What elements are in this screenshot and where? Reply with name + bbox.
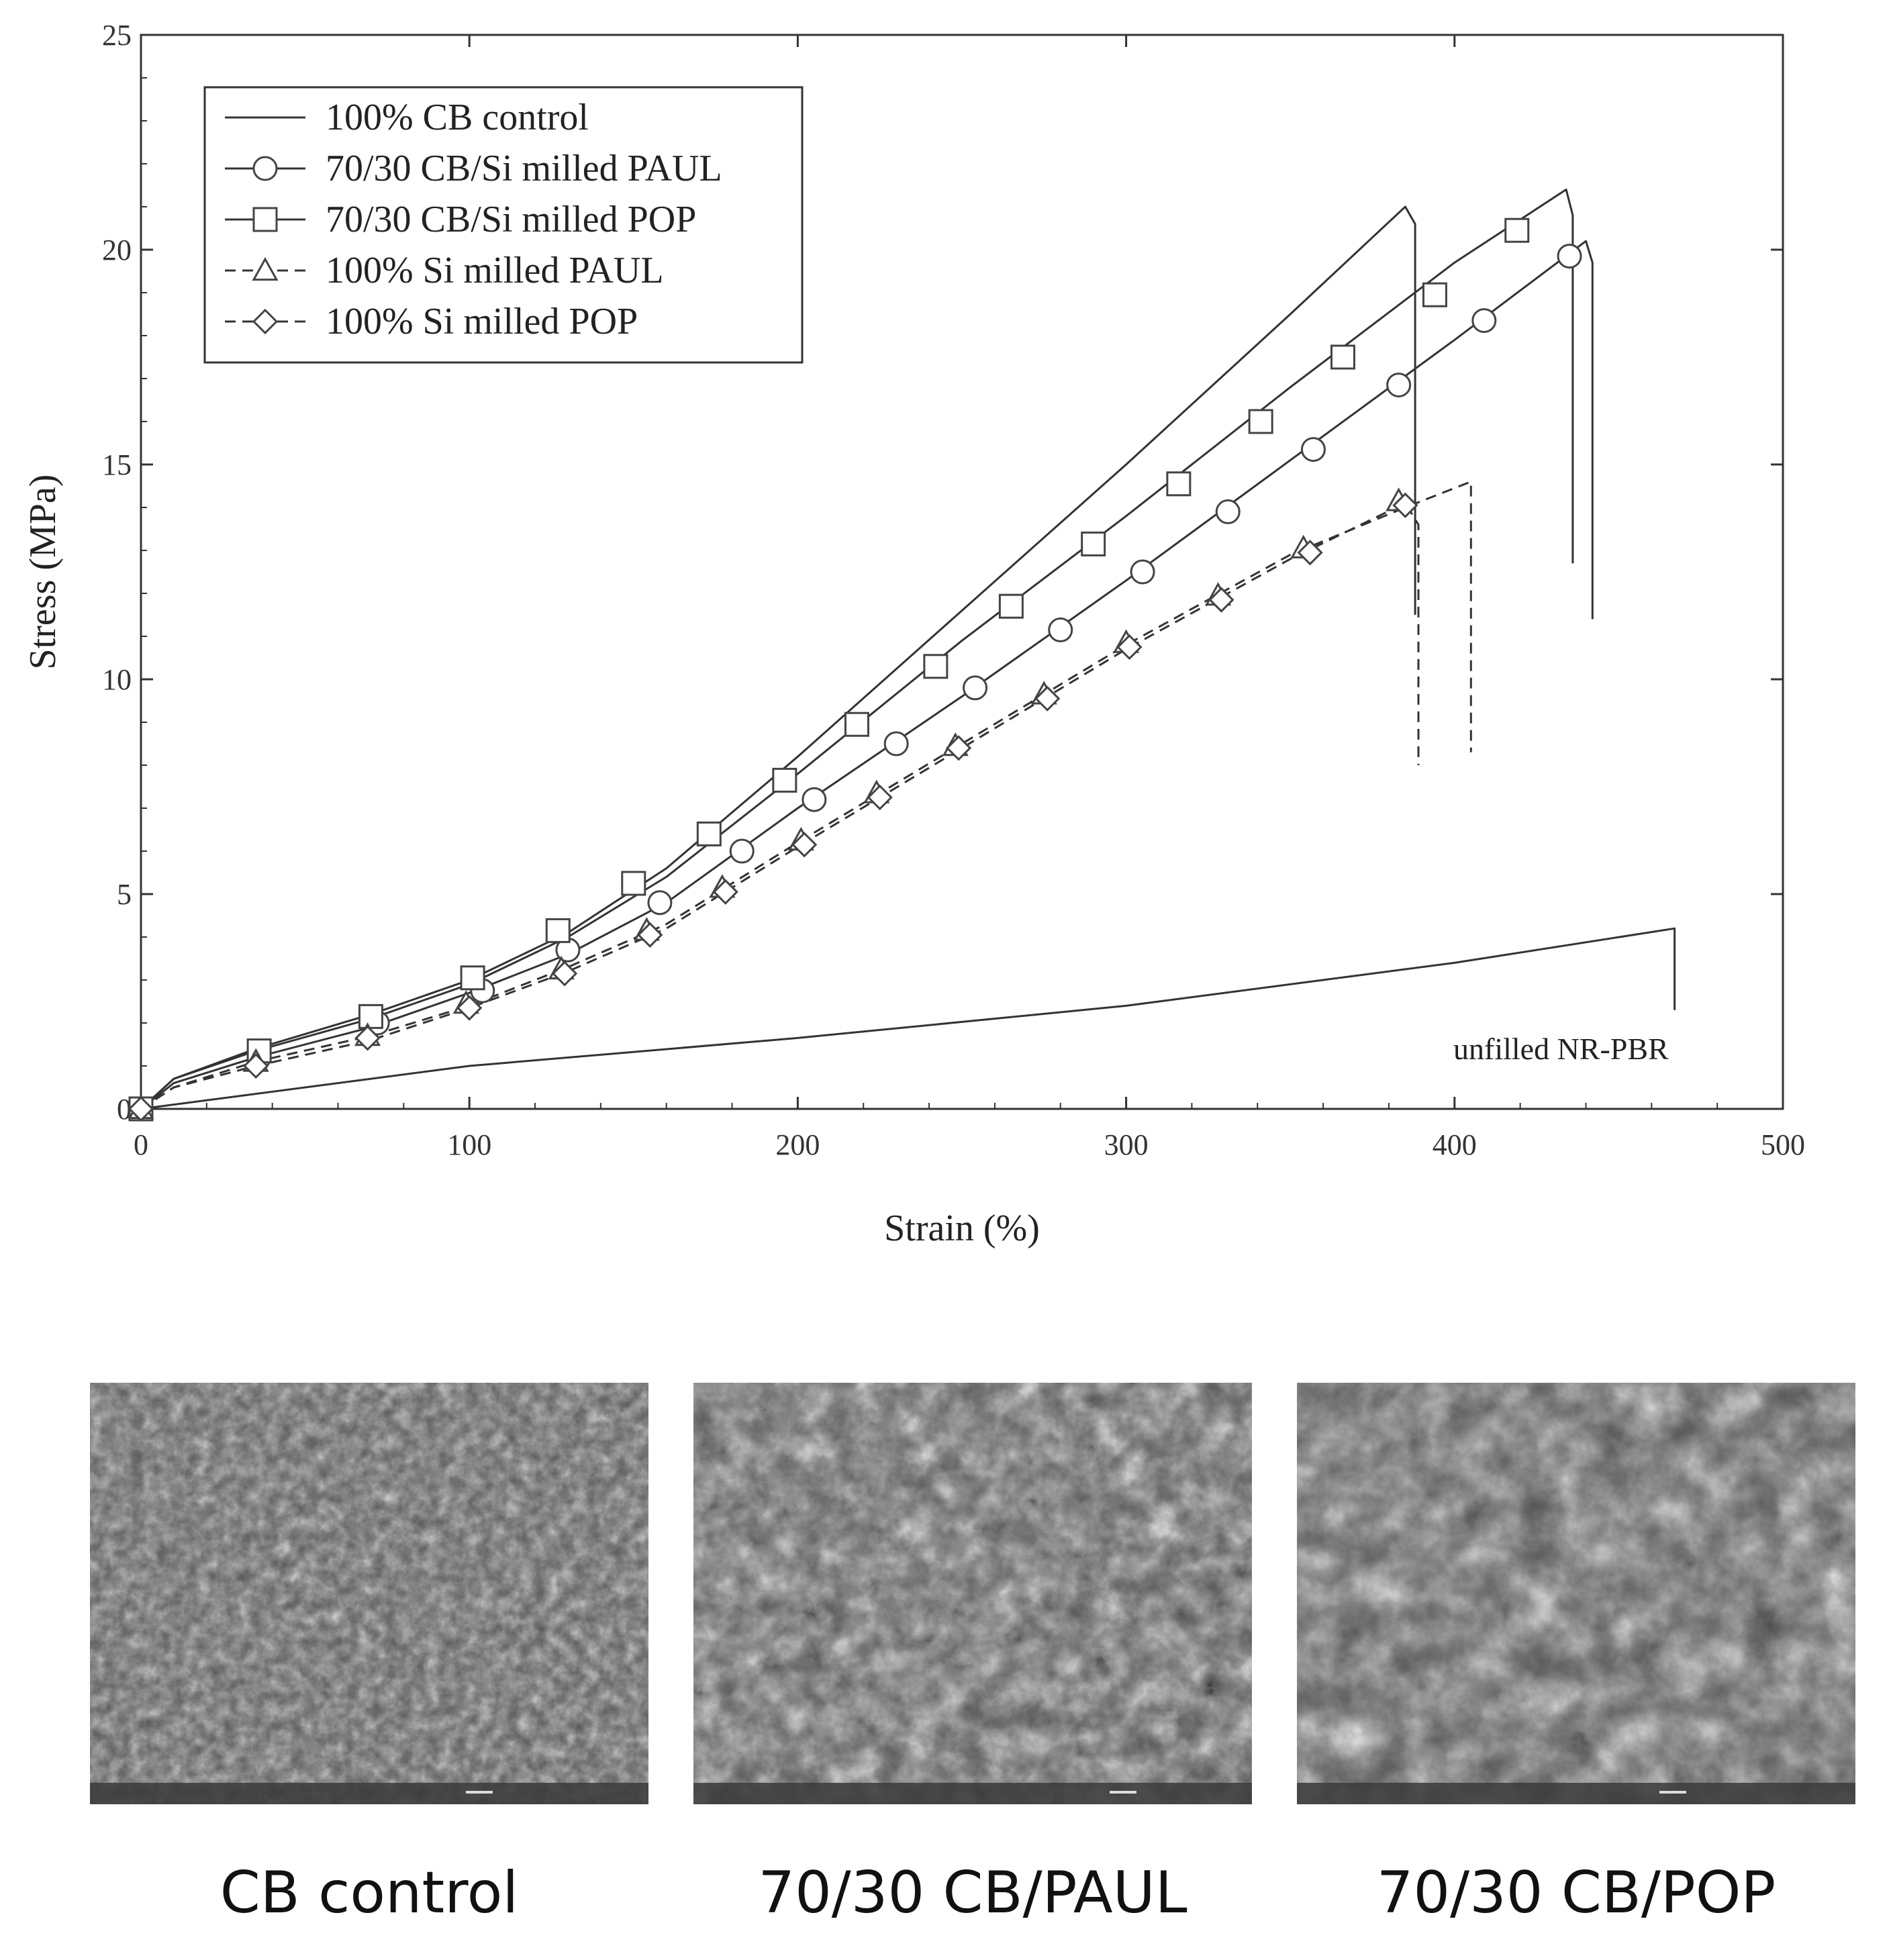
sem-image-70-30-cb-pop xyxy=(1297,1383,1855,1804)
marker-circle xyxy=(1386,373,1412,398)
marker-diamond xyxy=(637,922,663,948)
series-line-unfilled-nr-pbr xyxy=(140,927,1676,1110)
legend-marker-circle xyxy=(252,156,278,181)
marker-circle xyxy=(1471,308,1497,334)
series-line-70-30-cb-si-milled-paul xyxy=(140,240,1594,1110)
series-line-100-cb-control xyxy=(140,205,1416,1110)
marker-square xyxy=(923,654,949,679)
legend-label-100-cb-control: 100% CB control xyxy=(326,97,589,138)
series-layer xyxy=(140,188,1676,1110)
marker-diamond xyxy=(712,879,738,905)
x-tick-label: 300 xyxy=(1104,1128,1149,1161)
caption-70-30-cb-pop: 70/30 CB/POP xyxy=(1376,1859,1776,1926)
plot-frame xyxy=(140,34,1784,1110)
marker-circle xyxy=(883,731,909,756)
caption-cb-control: CB control xyxy=(220,1859,519,1926)
marker-square xyxy=(621,871,646,896)
marker-square xyxy=(1081,531,1106,556)
stress-strain-chart: 0 100 200 300 400 500 0 5 10 15 20 25 Strain (%) St… xyxy=(22,19,1805,1249)
marker-diamond xyxy=(1297,540,1323,566)
marker-diamond xyxy=(1034,685,1061,712)
marker-diamond xyxy=(945,735,972,761)
legend-label-100-si-milled-pop: 100% Si milled POP xyxy=(326,301,638,342)
marker-circle xyxy=(802,787,827,812)
x-tick-label: 200 xyxy=(775,1128,820,1161)
x-tick-label: 100 xyxy=(447,1128,491,1161)
marker-diamond xyxy=(1392,492,1418,518)
marker-square xyxy=(772,767,797,793)
marker-layer xyxy=(128,217,1582,1122)
y-tick-label: 0 xyxy=(117,1093,132,1126)
sem-image-70-30-cb-paul xyxy=(693,1383,1252,1804)
marker-circle xyxy=(1048,617,1073,642)
y-tick-label: 10 xyxy=(102,663,132,696)
marker-diamond xyxy=(243,1052,269,1079)
marker-diamond xyxy=(1208,587,1234,613)
series-line-70-30-cb-si-milled-pop xyxy=(140,188,1574,1110)
marker-square xyxy=(460,965,485,991)
marker-square xyxy=(1166,471,1192,497)
marker-square xyxy=(1248,409,1273,434)
marker-square xyxy=(1422,282,1447,307)
marker-square xyxy=(545,918,571,943)
marker-square xyxy=(998,593,1024,619)
y-tick-label: 20 xyxy=(102,234,132,266)
legend: 100% CB control 70/30 CB/Si milled PAUL 70… xyxy=(203,86,804,364)
y-tick-label: 15 xyxy=(102,448,132,481)
sem-image-cb-control xyxy=(90,1383,648,1804)
marker-circle xyxy=(1300,437,1326,462)
legend-marker-square xyxy=(252,207,278,232)
legend-label-100-si-milled-paul: 100% Si milled PAUL xyxy=(326,250,664,291)
y-axis-label: Stress (MPa) xyxy=(22,475,64,670)
marker-diamond xyxy=(551,961,578,987)
x-tick-label: 500 xyxy=(1761,1128,1805,1161)
marker-diamond xyxy=(791,832,818,858)
marker-diamond xyxy=(456,995,483,1021)
annotation-unfilled-nr-pbr: unfilled NR-PBR xyxy=(1453,1032,1669,1066)
caption-70-30-cb-paul: 70/30 CB/PAUL xyxy=(758,1859,1187,1926)
marker-circle xyxy=(1130,559,1155,585)
y-tick-label: 5 xyxy=(117,878,132,911)
marker-square xyxy=(358,1003,383,1029)
marker-diamond xyxy=(867,784,893,811)
axes: 0 100 200 300 400 500 0 5 10 15 20 25 xyxy=(102,19,1805,1161)
series-line-100-si-milled-paul xyxy=(140,481,1472,1110)
legend-box xyxy=(203,86,804,364)
marker-circle xyxy=(647,890,673,916)
legend-label-70-30-cb-si-milled-paul: 70/30 CB/Si milled PAUL xyxy=(326,148,722,189)
marker-circle xyxy=(1557,244,1582,269)
legend-label-70-30-cb-si-milled-pop: 70/30 CB/Si milled POP xyxy=(326,199,696,240)
x-tick-label: 0 xyxy=(134,1128,148,1161)
marker-diamond xyxy=(1116,634,1143,660)
x-tick-label: 400 xyxy=(1433,1128,1477,1161)
marker-diamond xyxy=(354,1025,381,1051)
y-tick-label: 25 xyxy=(102,19,132,52)
marker-circle xyxy=(1215,499,1241,524)
x-axis-label: Strain (%) xyxy=(884,1208,1040,1249)
legend-marker-triangle xyxy=(252,256,279,281)
legend-marker-diamond xyxy=(252,308,279,335)
marker-square xyxy=(1330,344,1355,370)
marker-square xyxy=(1504,217,1530,243)
marker-circle xyxy=(729,838,755,864)
marker-square xyxy=(696,821,722,846)
marker-square xyxy=(844,712,869,737)
marker-diamond xyxy=(128,1095,154,1122)
marker-circle xyxy=(963,675,988,701)
